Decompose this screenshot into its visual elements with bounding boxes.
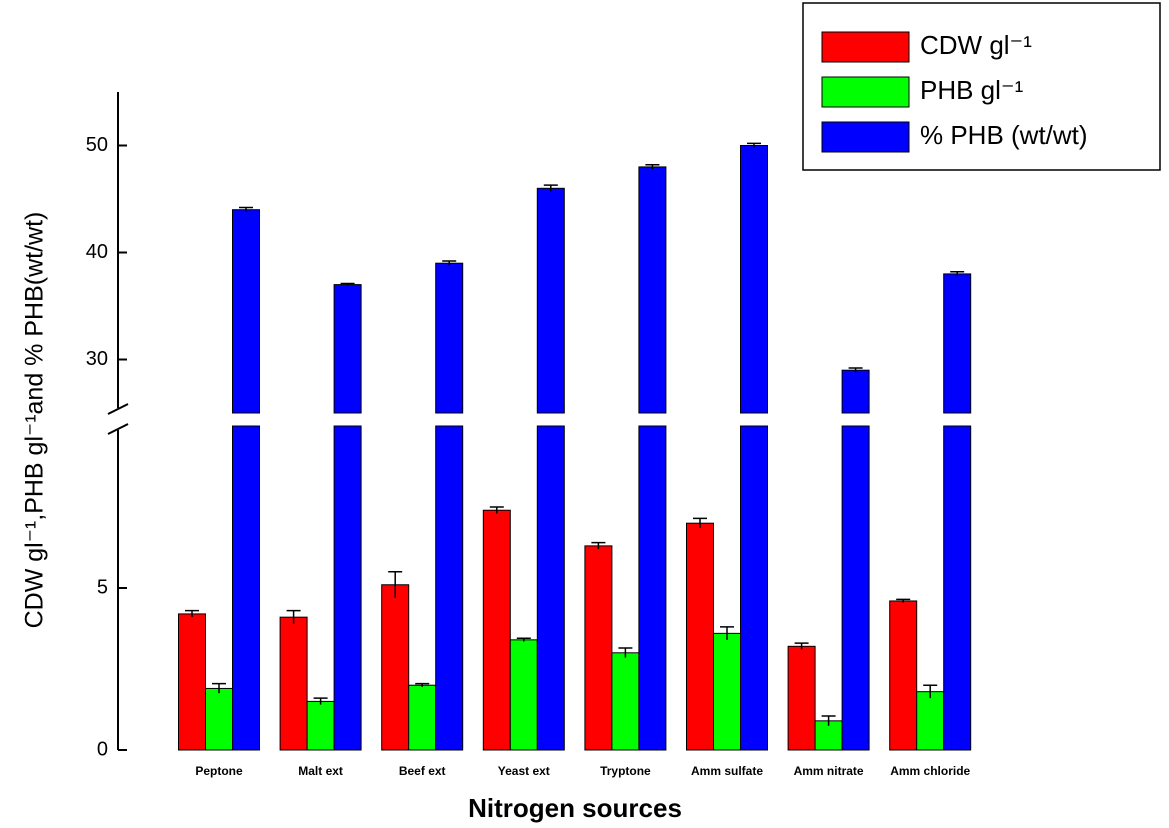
bar	[205, 687, 233, 751]
bar	[787, 645, 816, 751]
y-tick-label: 30	[86, 348, 108, 370]
bar	[713, 632, 741, 751]
error-bar	[340, 282, 355, 286]
axis-break	[107, 403, 129, 415]
error-bar	[794, 642, 809, 650]
error-bar	[747, 142, 761, 148]
legend-label: PHB gl⁻¹	[920, 75, 1024, 105]
bar	[178, 613, 206, 751]
legend-label: % PHB (wt/wt)	[920, 120, 1088, 150]
legend-label: CDW gl⁻¹	[920, 30, 1032, 60]
error-bar	[896, 598, 911, 603]
bar	[279, 616, 308, 751]
error-bar	[693, 517, 707, 529]
y-tick-label: 5	[97, 576, 108, 598]
error-bar	[720, 626, 734, 640]
error-bar	[239, 206, 253, 212]
bar	[435, 425, 464, 751]
bar	[740, 425, 768, 751]
bar	[232, 209, 260, 414]
error-bar	[516, 637, 531, 642]
error-bar	[442, 260, 457, 266]
y-tick-label: 0	[97, 738, 108, 760]
x-tick-label: Peptone	[195, 764, 243, 778]
error-bar	[313, 697, 328, 705]
bar	[943, 425, 972, 751]
error-bar	[821, 715, 836, 726]
bar	[584, 545, 613, 751]
legend-swatch	[821, 31, 910, 63]
error-bar	[185, 609, 199, 618]
bar	[509, 639, 538, 751]
bar	[482, 509, 511, 751]
bar	[435, 262, 464, 414]
error-bar	[489, 506, 504, 514]
error-bar	[212, 682, 226, 694]
bar	[841, 425, 870, 751]
bar	[306, 700, 335, 751]
x-tick-label: Beef ext	[399, 764, 446, 778]
bar	[408, 684, 437, 751]
axis-break	[107, 423, 129, 435]
y-tick-label: 50	[86, 134, 108, 156]
bar	[638, 166, 667, 414]
error-bar	[543, 184, 558, 192]
x-tick-label: Amm chloride	[890, 764, 970, 778]
error-bar	[591, 541, 606, 550]
bar	[686, 522, 714, 751]
bar	[381, 584, 410, 751]
y-tick-label: 40	[86, 241, 108, 263]
bar	[232, 425, 260, 751]
x-tick-label: Malt ext	[298, 764, 343, 778]
bar	[889, 600, 918, 751]
error-bar	[923, 684, 938, 699]
error-bar	[950, 271, 965, 277]
error-bar	[286, 609, 301, 624]
bar	[740, 145, 768, 414]
error-bar	[645, 164, 660, 170]
bar	[536, 187, 565, 414]
x-tick-label: Yeast ext	[498, 764, 550, 778]
legend-swatch	[821, 121, 910, 153]
bar	[943, 273, 972, 414]
bar	[841, 369, 870, 414]
bar	[536, 425, 565, 751]
legend-swatch	[821, 76, 910, 108]
x-tick-label: Amm sulfate	[691, 764, 763, 778]
bar	[611, 652, 640, 751]
x-axis-title: Nitrogen sources	[468, 793, 682, 823]
x-tick-label: Tryptone	[600, 764, 651, 778]
error-bar	[848, 367, 863, 373]
y-axis-title: CDW gl⁻¹,PHB gl⁻¹and % PHB(wt/wt)	[21, 212, 49, 629]
bar	[333, 425, 362, 751]
bar	[916, 691, 945, 751]
error-bar	[388, 571, 403, 598]
bar	[638, 425, 667, 751]
error-bar	[618, 647, 633, 658]
bar	[333, 284, 362, 414]
error-bar	[415, 682, 430, 687]
x-tick-label: Amm nitrate	[794, 764, 864, 778]
